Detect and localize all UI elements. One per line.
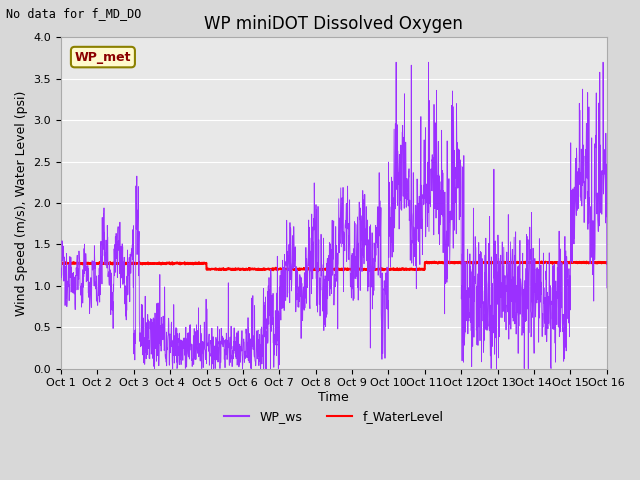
Text: No data for f_MD_DO: No data for f_MD_DO — [6, 7, 142, 20]
Text: WP_met: WP_met — [75, 50, 131, 63]
Title: WP miniDOT Dissolved Oxygen: WP miniDOT Dissolved Oxygen — [204, 15, 463, 33]
Y-axis label: Wind Speed (m/s), Water Level (psi): Wind Speed (m/s), Water Level (psi) — [15, 90, 28, 316]
Legend: WP_ws, f_WaterLevel: WP_ws, f_WaterLevel — [220, 406, 448, 429]
X-axis label: Time: Time — [319, 391, 349, 404]
